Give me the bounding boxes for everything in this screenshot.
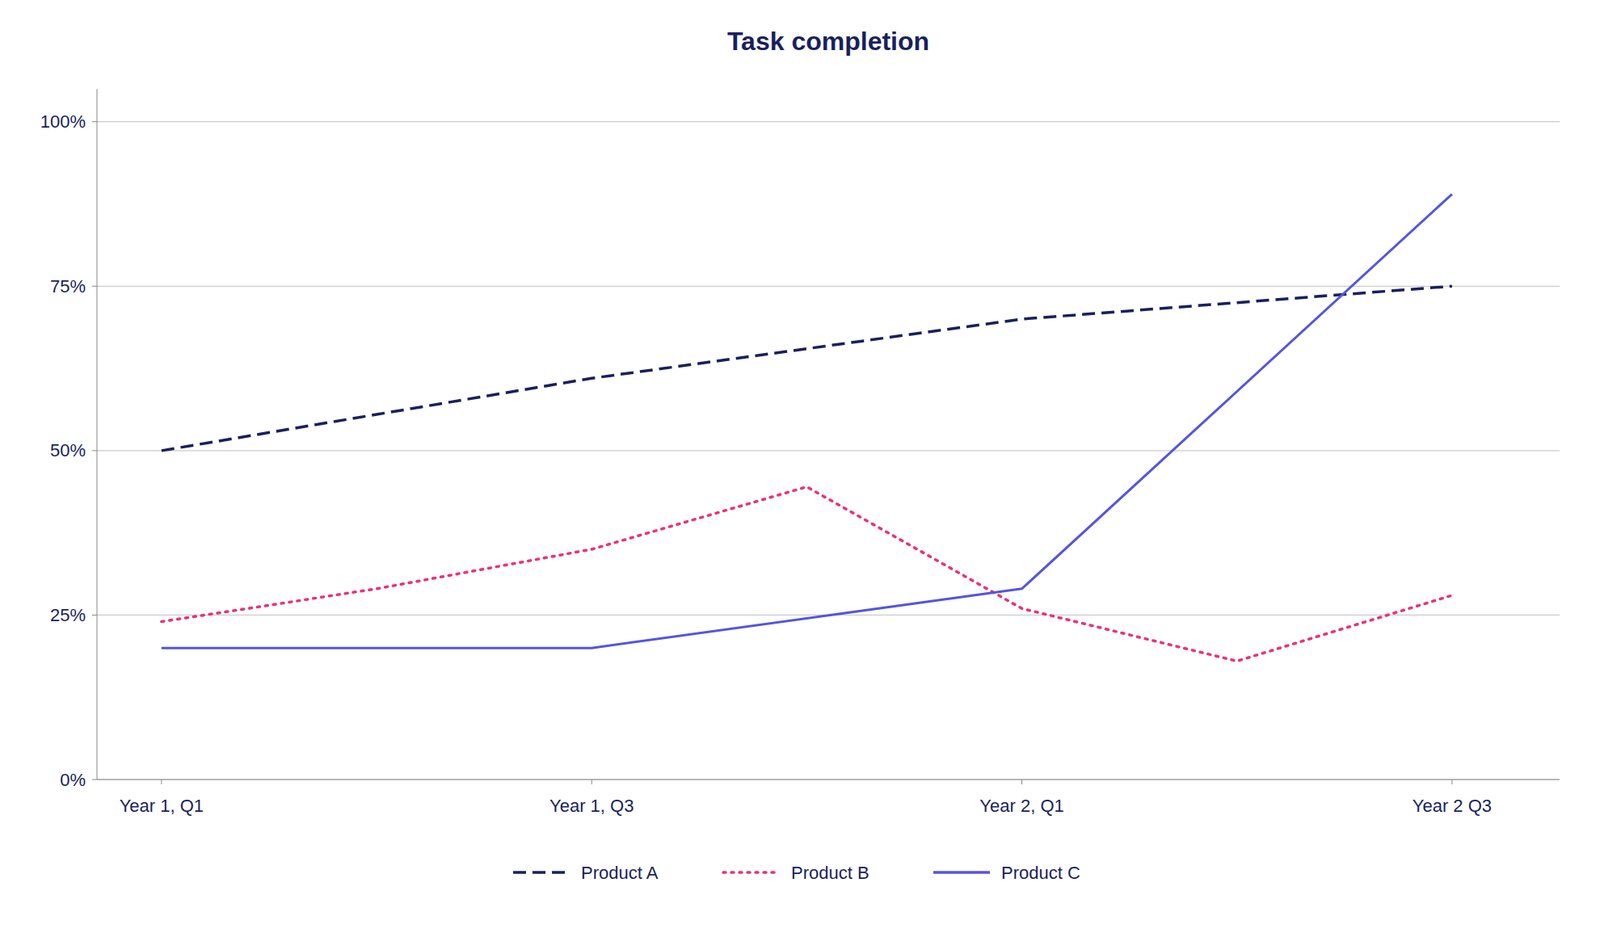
grid [96, 122, 1560, 780]
x-tick [1451, 779, 1453, 785]
chart: Task completion 0% 25% 50% 75% 100% Year 1, Q1… [0, 0, 1600, 933]
y-tick [92, 779, 97, 781]
legend: Product A Product B Product C [513, 863, 1081, 884]
x-tick [160, 779, 162, 785]
series-line [161, 286, 1453, 451]
title: Task completion [727, 26, 930, 56]
grid-line [96, 778, 1560, 780]
y-axis: 0% 25% 50% 75% 100% [40, 88, 97, 791]
y-tick [92, 450, 97, 451]
x-tick-label: Year 1, Q3 [549, 795, 634, 817]
x-tick-label: Year 2, Q1 [979, 795, 1064, 817]
legend-label: Product A [581, 863, 659, 884]
x-tick-label: Year 2 Q3 [1412, 795, 1492, 817]
legend-swatch [513, 871, 570, 875]
y-tick [92, 286, 97, 287]
x-axis-line [96, 779, 1560, 781]
legend-swatch [723, 871, 780, 875]
grid-line [96, 286, 1560, 287]
y-tick [92, 614, 97, 616]
x-tick-label: Year 1, Q1 [119, 795, 204, 817]
legend-swatch [933, 871, 990, 875]
y-tick-label: 25% [50, 605, 86, 626]
series-line [161, 487, 1453, 662]
y-tick-label: 75% [50, 276, 86, 297]
y-tick-label: 50% [50, 440, 86, 461]
y-tick [92, 121, 97, 123]
y-tick-label: 0% [59, 770, 86, 791]
x-tick [1021, 779, 1023, 785]
x-axis: Year 1, Q1 Year 1, Q3 Year 2, Q1 Year 2 Q3 [96, 779, 1560, 817]
grid-line [96, 450, 1560, 451]
series-line [161, 193, 1453, 649]
legend-label: Product C [1001, 863, 1081, 884]
grid-line [96, 121, 1560, 123]
y-tick-label: 100% [40, 111, 86, 132]
legend-label: Product B [791, 863, 870, 884]
y-axis-line [96, 88, 98, 780]
x-tick [591, 779, 593, 785]
lines [161, 193, 1453, 662]
